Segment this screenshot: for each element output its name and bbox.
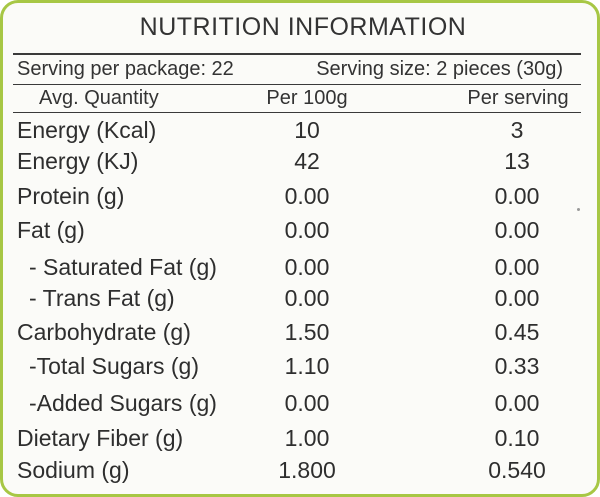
serving-size: Serving size: 2 pieces (30g) <box>316 58 563 80</box>
table-row: Energy (KJ) 42 13 <box>3 146 600 177</box>
row-per-100g: 1.00 <box>284 425 330 451</box>
row-per-serving: 0.540 <box>488 457 546 483</box>
row-per-100g: 42 <box>294 148 320 174</box>
table-row: Fat (g) 0.00 0.00 <box>3 215 600 246</box>
row-per-100g: 1.10 <box>284 353 330 379</box>
row-per-serving: 13 <box>504 148 530 174</box>
header-per-100g: Per 100g <box>266 87 348 109</box>
header-per-serving: Per serving <box>467 87 569 109</box>
row-per-serving: 0.10 <box>494 425 540 451</box>
row-label: Fat (g) <box>17 217 85 243</box>
row-label: - Trans Fat (g) <box>29 285 175 311</box>
divider-top <box>13 53 581 55</box>
panel-title: NUTRITION INFORMATION <box>139 13 467 41</box>
row-per-100g: 1.50 <box>284 319 330 345</box>
table-row: -Total Sugars (g) 1.10 0.33 <box>3 351 600 382</box>
table-row: Dietary Fiber (g) 1.00 0.10 <box>3 423 600 454</box>
divider-header <box>13 112 581 113</box>
row-per-serving: 0.00 <box>494 390 540 416</box>
row-label: - Saturated Fat (g) <box>29 254 217 280</box>
table-row: Energy (Kcal) 10 3 <box>3 115 600 146</box>
table-row: - Saturated Fat (g) 0.00 0.00 <box>3 252 600 283</box>
row-per-serving: 0.45 <box>494 319 540 345</box>
row-label: Energy (KJ) <box>17 148 139 174</box>
row-per-serving: 0.33 <box>494 353 540 379</box>
row-label: Protein (g) <box>17 183 125 209</box>
row-per-serving: 0.00 <box>494 217 540 243</box>
table-row: Protein (g) 0.00 0.00 <box>3 181 600 212</box>
row-label: -Total Sugars (g) <box>29 353 200 379</box>
row-per-100g: 0.00 <box>284 183 330 209</box>
table-row: -Added Sugars (g) 0.00 0.00 <box>3 388 600 419</box>
table-row: - Trans Fat (g) 0.00 0.00 <box>3 283 600 314</box>
row-per-100g: 0.00 <box>284 390 330 416</box>
row-label: Energy (Kcal) <box>17 117 157 143</box>
row-per-serving: 0.00 <box>494 285 540 311</box>
row-per-100g: 0.00 <box>284 285 330 311</box>
header-avg-quantity: Avg. Quantity <box>39 87 159 109</box>
row-label: Carbohydrate (g) <box>17 319 191 345</box>
table-row: Sodium (g) 1.800 0.540 <box>3 455 600 486</box>
row-per-serving: 0.00 <box>494 254 540 280</box>
row-per-100g: 0.00 <box>284 254 330 280</box>
row-label: Dietary Fiber (g) <box>17 425 184 451</box>
row-per-100g: 1.800 <box>278 457 336 483</box>
table-row: Carbohydrate (g) 1.50 0.45 <box>3 317 600 348</box>
servings-per-package: Serving per package: 22 <box>17 58 234 80</box>
row-label: -Added Sugars (g) <box>29 390 217 416</box>
row-per-serving: 0.00 <box>494 183 540 209</box>
row-per-100g: 10 <box>294 117 320 143</box>
row-per-100g: 0.00 <box>284 217 330 243</box>
speck-mark <box>577 208 580 211</box>
row-per-serving: 3 <box>510 117 524 143</box>
row-label: Sodium (g) <box>17 457 130 483</box>
divider-serving <box>13 84 581 85</box>
